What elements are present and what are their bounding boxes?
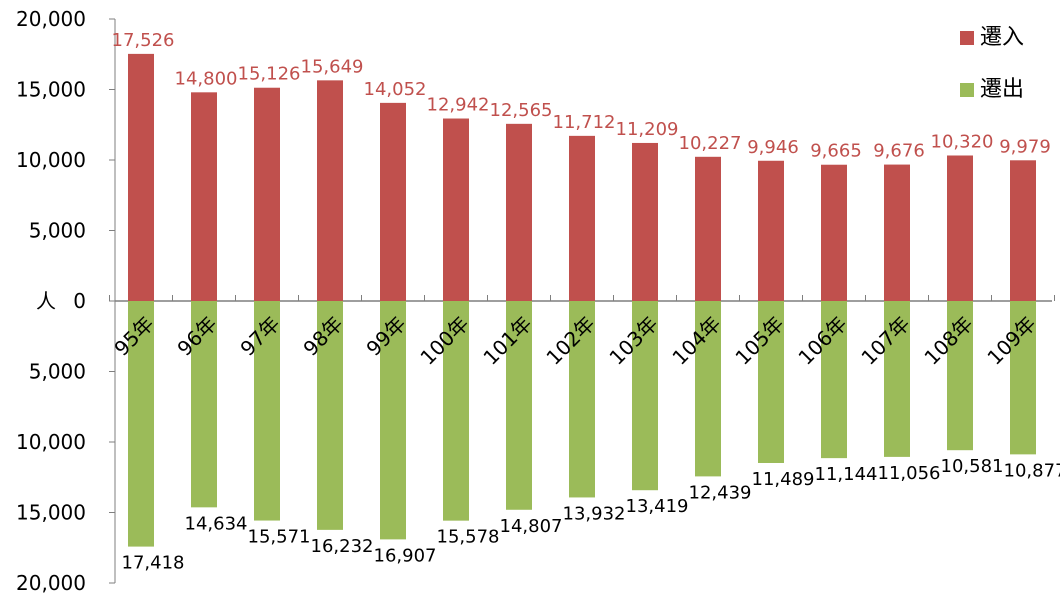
bar-out xyxy=(569,301,595,498)
y-tick-label: 10,000 xyxy=(16,148,86,172)
data-label-out: 14,634 xyxy=(185,513,248,534)
bar-in xyxy=(128,53,154,302)
bar-in xyxy=(947,155,973,301)
bar-out xyxy=(380,301,406,540)
y-tick-label: 15,000 xyxy=(16,501,86,525)
data-label-in: 11,712 xyxy=(553,112,616,133)
bar-out xyxy=(317,301,343,530)
bar-out xyxy=(443,301,469,521)
legend-label: 遷出 xyxy=(980,77,1024,102)
bar-out xyxy=(884,301,910,457)
y-tick-label: 15,000 xyxy=(16,78,86,102)
y-tick-label: 0 xyxy=(73,289,86,313)
bar-out xyxy=(947,301,973,451)
data-label-out: 11,144 xyxy=(815,464,878,485)
y-tick-label: 5,000 xyxy=(29,219,86,243)
data-label-out: 11,489 xyxy=(752,469,815,490)
legend-label: 遷入 xyxy=(980,25,1024,50)
y-tick-label: 20,000 xyxy=(16,7,86,31)
data-label-in: 17,526 xyxy=(112,30,175,51)
bar-out xyxy=(254,301,280,521)
y-tick-label: 5,000 xyxy=(29,360,86,384)
data-label-out: 13,419 xyxy=(626,496,689,517)
data-label-in: 9,665 xyxy=(810,141,862,162)
bar-out xyxy=(632,301,658,491)
legend-swatch xyxy=(960,83,974,97)
bar-out xyxy=(128,301,154,547)
bar-in xyxy=(695,156,721,301)
data-label-in: 9,979 xyxy=(999,136,1051,157)
data-label-in: 12,942 xyxy=(427,95,490,116)
bar-out xyxy=(191,301,217,508)
bar-in xyxy=(443,118,469,302)
bar-in xyxy=(569,135,595,301)
bar-out xyxy=(506,301,532,510)
data-label-in: 14,052 xyxy=(364,79,427,100)
data-label-out: 15,571 xyxy=(248,527,311,548)
bar-in xyxy=(506,123,532,302)
bar-out xyxy=(695,301,721,477)
bar-in xyxy=(254,87,280,302)
data-label-in: 12,565 xyxy=(490,100,553,121)
y-tick-label: 20,000 xyxy=(16,571,86,595)
data-label-out: 15,578 xyxy=(437,527,500,548)
y-unit-label: 人 xyxy=(36,289,56,313)
data-label-out: 11,056 xyxy=(878,463,941,484)
y-tick-label: 10,000 xyxy=(16,430,86,454)
bar-out xyxy=(821,301,847,459)
bar-in xyxy=(380,102,406,302)
data-label-in: 10,320 xyxy=(931,131,994,152)
bar-in xyxy=(884,164,910,301)
bar-in xyxy=(632,142,658,301)
data-label-in: 10,227 xyxy=(679,133,742,154)
data-label-out: 16,907 xyxy=(374,545,437,566)
bar-in xyxy=(821,164,847,301)
bar-in xyxy=(191,92,217,301)
data-label-in: 15,649 xyxy=(301,56,364,77)
bar-out xyxy=(1010,301,1036,455)
legend-swatch xyxy=(960,31,974,45)
data-label-in: 9,946 xyxy=(747,137,799,158)
data-label-in: 9,676 xyxy=(873,141,925,162)
data-label-in: 14,800 xyxy=(175,68,238,89)
bar-in xyxy=(317,80,343,302)
data-label-in: 15,126 xyxy=(238,64,301,85)
data-label-out: 17,418 xyxy=(122,553,185,574)
bar-in xyxy=(1010,160,1036,301)
bar-in xyxy=(758,160,784,301)
data-label-out: 13,932 xyxy=(563,503,626,524)
data-label-out: 14,807 xyxy=(500,516,563,537)
data-label-in: 11,209 xyxy=(616,119,679,140)
bars-layer xyxy=(128,53,1036,547)
bar-out xyxy=(758,301,784,463)
data-label-out: 10,581 xyxy=(941,456,1004,477)
data-label-out: 10,877 xyxy=(1004,460,1060,481)
data-label-out: 16,232 xyxy=(311,536,374,557)
data-label-out: 12,439 xyxy=(689,482,752,503)
